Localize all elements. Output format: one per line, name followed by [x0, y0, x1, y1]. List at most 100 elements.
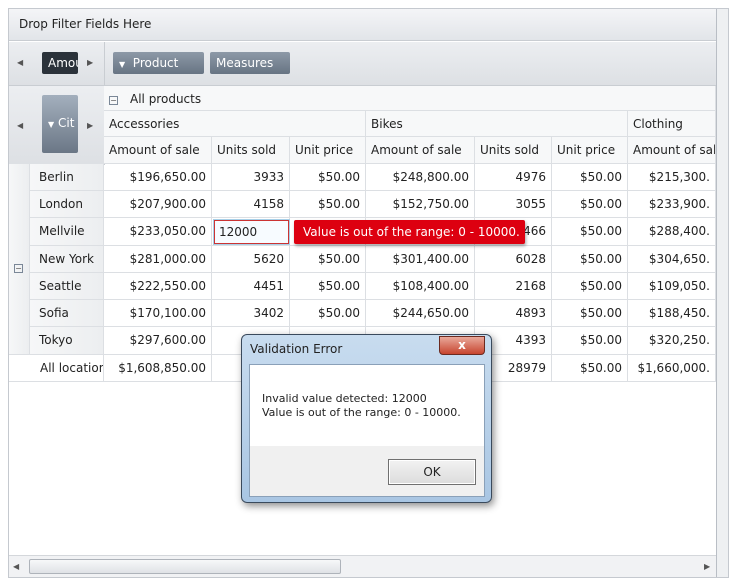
- data-cell[interactable]: 3402: [212, 300, 290, 327]
- data-cell[interactable]: $301,400.00: [366, 246, 475, 273]
- city-field-chip[interactable]: ▼ Cit: [42, 95, 78, 153]
- data-cell[interactable]: $222,550.00: [104, 273, 212, 300]
- data-cell[interactable]: $188,450.: [628, 300, 716, 327]
- data-field-area: ◀ Amou ▶: [9, 42, 105, 86]
- column-header-measure: Unit price: [552, 137, 628, 164]
- data-cell[interactable]: $50.00: [552, 218, 628, 246]
- data-cell[interactable]: 4158: [212, 191, 290, 218]
- filter-icon: ▼: [119, 60, 126, 69]
- scroll-right-icon[interactable]: ▶: [87, 58, 94, 67]
- validation-error-dialog: Validation Error x Invalid value detecte…: [241, 334, 492, 503]
- data-cell[interactable]: 28979: [475, 355, 552, 382]
- data-cell[interactable]: 4451: [212, 273, 290, 300]
- column-header-all-products[interactable]: − All products: [104, 86, 716, 111]
- dialog-message-line2: Value is out of the range: 0 - 10000.: [262, 406, 461, 419]
- data-cell[interactable]: 466: [475, 218, 552, 246]
- close-button[interactable]: x: [439, 336, 485, 355]
- data-cell[interactable]: $248,800.00: [366, 164, 475, 191]
- data-cell[interactable]: $50.00: [290, 164, 366, 191]
- data-field-chip[interactable]: Amou: [42, 52, 78, 74]
- data-cell[interactable]: $50.00: [552, 273, 628, 300]
- scrollbar-thumb[interactable]: [29, 559, 341, 574]
- scroll-left-icon[interactable]: ◀: [17, 58, 24, 67]
- data-cell[interactable]: $170,100.00: [104, 300, 212, 327]
- row-header: New York: [30, 246, 104, 273]
- data-cell[interactable]: $196,650.00: [104, 164, 212, 191]
- filter-area-label: Drop Filter Fields Here: [19, 17, 152, 31]
- data-cell[interactable]: $50.00: [290, 273, 366, 300]
- data-cell[interactable]: $50.00: [552, 246, 628, 273]
- vertical-scrollbar[interactable]: [716, 9, 728, 577]
- data-cell[interactable]: $50.00: [552, 327, 628, 355]
- validation-tooltip: Value is out of the range: 0 - 10000.: [294, 220, 525, 244]
- data-cell[interactable]: 4976: [475, 164, 552, 191]
- data-cell[interactable]: $50.00: [552, 164, 628, 191]
- scroll-right-icon[interactable]: ▶: [87, 121, 94, 130]
- row-header: Mellvile: [30, 218, 104, 246]
- data-cell[interactable]: $288,400.: [628, 218, 716, 246]
- row-header: Berlin: [30, 164, 104, 191]
- column-field-area: ▼ Product Measures: [105, 42, 716, 86]
- data-cell[interactable]: $233,900.: [628, 191, 716, 218]
- total-row-header: All location: [9, 355, 104, 382]
- dialog-title: Validation Error: [250, 342, 343, 356]
- scroll-left-icon[interactable]: ◀: [17, 121, 24, 130]
- row-header: Tokyo: [30, 327, 104, 355]
- column-header-measure: Amount of sale: [104, 137, 212, 164]
- column-header-measure: Units sold: [212, 137, 290, 164]
- collapse-icon[interactable]: −: [109, 96, 118, 105]
- product-field-chip[interactable]: ▼ Product: [113, 52, 204, 74]
- data-cell[interactable]: 4393: [475, 327, 552, 355]
- column-header-group[interactable]: Clothing: [628, 111, 716, 137]
- scroll-right-icon[interactable]: ▶: [704, 562, 711, 571]
- data-cell[interactable]: $215,300.: [628, 164, 716, 191]
- data-cell[interactable]: $233,050.00: [104, 218, 212, 246]
- data-cell[interactable]: $50.00: [290, 246, 366, 273]
- row-field-area: ◀ ▼ Cit ▶: [9, 86, 105, 165]
- close-icon: x: [458, 338, 466, 352]
- units-sold-editor[interactable]: 12000: [214, 220, 289, 244]
- data-cell[interactable]: $50.00: [290, 300, 366, 327]
- data-cell[interactable]: $108,400.00: [366, 273, 475, 300]
- column-header-measure: Units sold: [475, 137, 552, 164]
- data-cell[interactable]: $109,050.: [628, 273, 716, 300]
- dialog-message-line1: Invalid value detected: 12000: [262, 392, 427, 405]
- ok-button[interactable]: OK: [388, 459, 476, 485]
- data-cell[interactable]: $152,750.00: [366, 191, 475, 218]
- pivot-grid: Drop Filter Fields Here ◀ Amou ▶ ▼ Produ…: [8, 8, 729, 578]
- data-cell[interactable]: $50.00: [290, 191, 366, 218]
- filter-drop-area[interactable]: Drop Filter Fields Here: [9, 9, 716, 41]
- column-header-group[interactable]: Bikes: [366, 111, 628, 137]
- column-header-measure: Amount of sale: [366, 137, 475, 164]
- collapse-icon[interactable]: −: [14, 264, 23, 273]
- data-cell[interactable]: 3055: [475, 191, 552, 218]
- horizontal-scrollbar[interactable]: ◀ ▶: [9, 555, 716, 577]
- data-cell[interactable]: $304,650.: [628, 246, 716, 273]
- data-cell[interactable]: 6028: [475, 246, 552, 273]
- row-header: Sofia: [30, 300, 104, 327]
- row-group-expander[interactable]: −: [9, 164, 30, 355]
- data-cell[interactable]: 2168: [475, 273, 552, 300]
- row-header: London: [30, 191, 104, 218]
- data-cell[interactable]: $281,000.00: [104, 246, 212, 273]
- data-cell[interactable]: $297,600.00: [104, 327, 212, 355]
- data-cell[interactable]: 5620: [212, 246, 290, 273]
- data-cell[interactable]: [212, 218, 290, 246]
- data-cell[interactable]: $50.00: [552, 191, 628, 218]
- data-cell[interactable]: $1,608,850.00: [104, 355, 212, 382]
- filter-icon: ▼: [48, 120, 55, 129]
- scroll-left-icon[interactable]: ◀: [13, 562, 20, 571]
- measures-field-chip[interactable]: Measures: [210, 52, 290, 74]
- row-header: Seattle: [30, 273, 104, 300]
- data-cell[interactable]: $320,250.: [628, 327, 716, 355]
- data-cell[interactable]: $1,660,000.: [628, 355, 716, 382]
- data-cell[interactable]: $207,900.00: [104, 191, 212, 218]
- column-header-measure: Amount of sale: [628, 137, 716, 164]
- data-cell[interactable]: 4893: [475, 300, 552, 327]
- data-cell[interactable]: 3933: [212, 164, 290, 191]
- data-cell[interactable]: $50.00: [552, 300, 628, 327]
- data-cell[interactable]: $50.00: [552, 355, 628, 382]
- column-header-measure: Unit price: [290, 137, 366, 164]
- column-header-group[interactable]: Accessories: [104, 111, 366, 137]
- data-cell[interactable]: $244,650.00: [366, 300, 475, 327]
